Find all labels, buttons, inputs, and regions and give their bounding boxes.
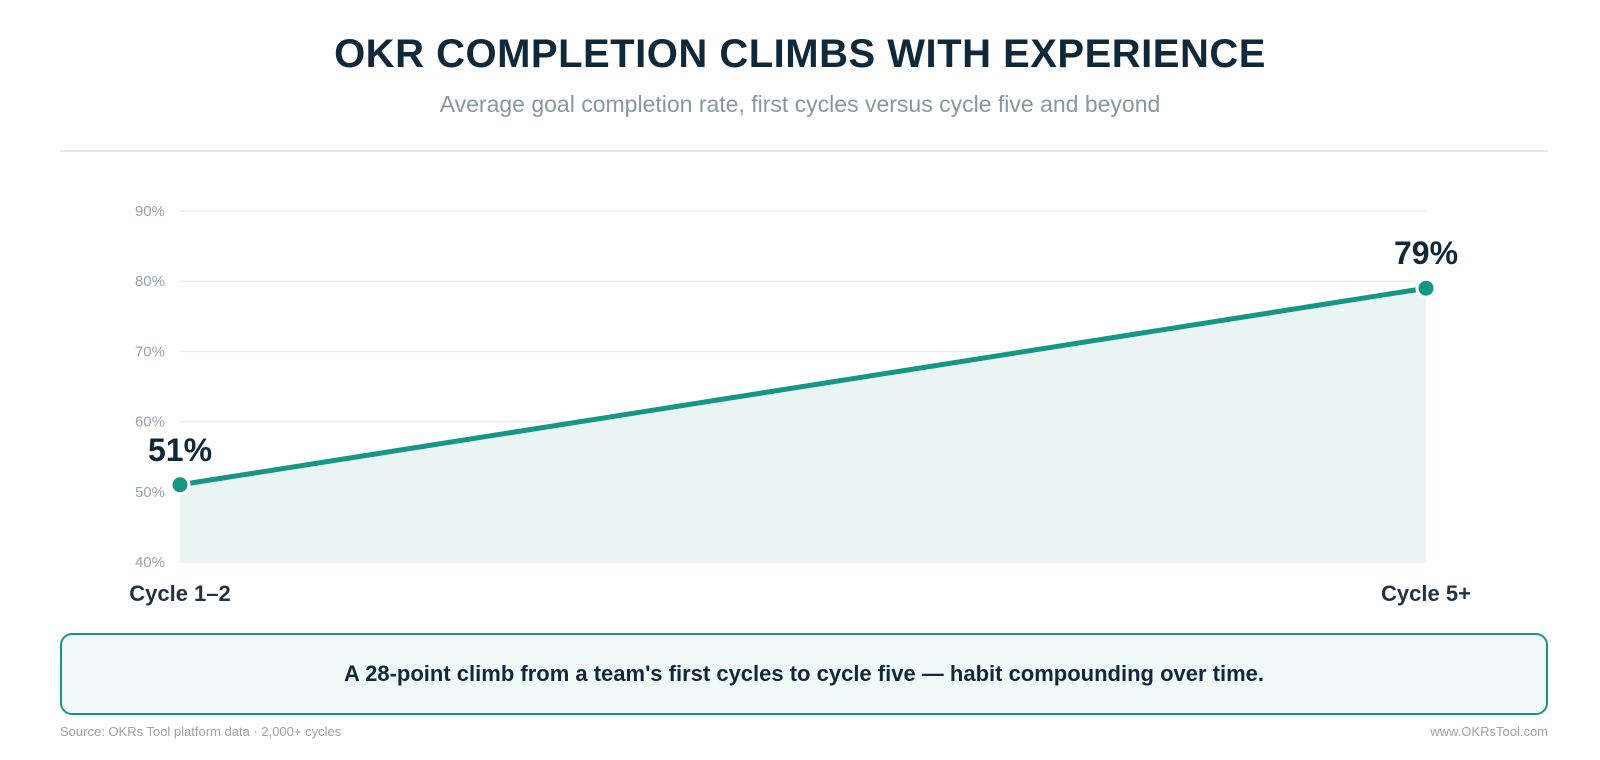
data-label: 51% — [148, 432, 212, 468]
series-line — [177, 285, 1429, 488]
source-note: Source: OKRs Tool platform data · 2,000+… — [60, 724, 342, 739]
header-divider — [60, 150, 1548, 152]
area-fill — [180, 288, 1426, 562]
data-points — [169, 277, 1437, 496]
chart-title: OKR COMPLETION CLIMBS WITH EXPERIENCE — [334, 32, 1266, 76]
data-label: 79% — [1394, 235, 1458, 271]
y-axis-ticks: 40% 50% 60% 70% 80% 90% — [135, 203, 165, 571]
y-tick-label: 40% — [135, 554, 165, 571]
y-tick-label: 70% — [135, 343, 165, 360]
data-point — [1415, 277, 1437, 299]
chart-subtitle: Average goal completion rate, first cycl… — [439, 91, 1161, 117]
insight-callout: A 28-point climb from a team's first cyc… — [60, 633, 1548, 715]
callout-text: A 28-point climb from a team's first cyc… — [343, 661, 1265, 686]
series-line-group — [177, 285, 1429, 488]
website-link[interactable]: www.OKRsTool.com — [1430, 724, 1548, 739]
y-tick-label: 50% — [135, 484, 165, 501]
x-tick-label: Cycle 1–2 — [129, 581, 231, 606]
y-tick-label: 60% — [135, 414, 165, 431]
x-axis-ticks: Cycle 1–2 Cycle 5+ — [129, 581, 1471, 606]
data-point — [169, 474, 191, 496]
data-labels: 51% 79% — [148, 235, 1458, 468]
x-tick-label: Cycle 5+ — [1381, 581, 1471, 606]
y-tick-label: 80% — [135, 273, 165, 290]
area-fill-group — [180, 288, 1426, 562]
line-chart: 40%50%60%70%80%90% 51%79% Cycle 1–2 Cycle… — [129, 203, 1471, 606]
y-tick-label: 90% — [135, 203, 165, 220]
